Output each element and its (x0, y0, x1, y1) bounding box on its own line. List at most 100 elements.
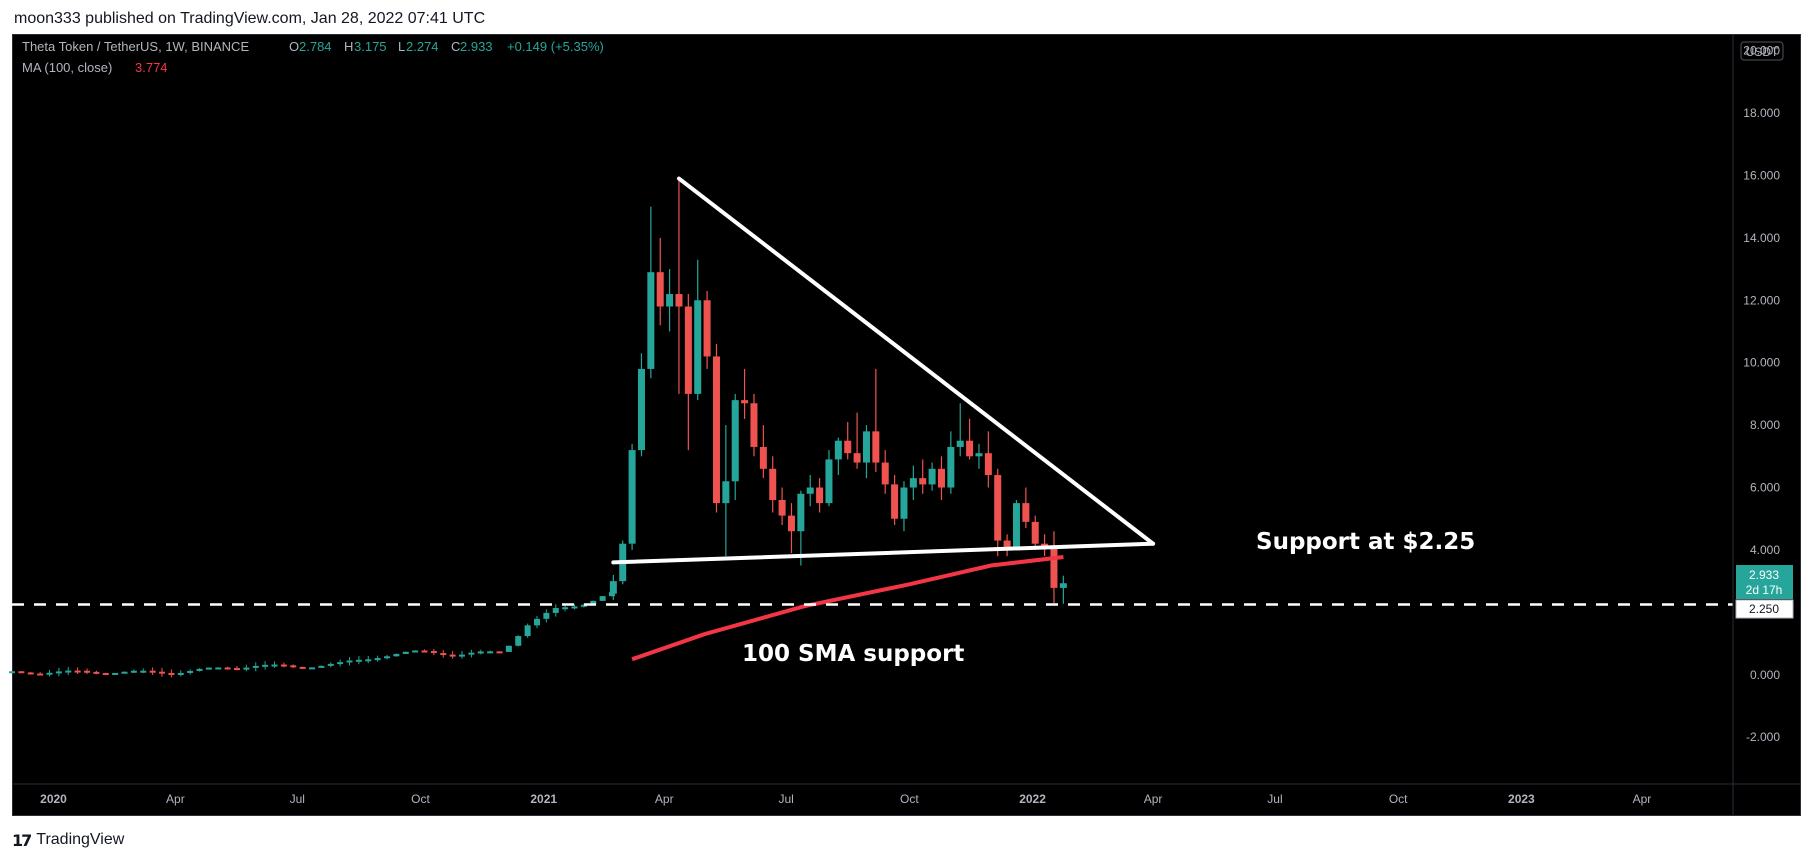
history-candle (205, 667, 212, 670)
history-candle (402, 651, 409, 654)
history-candle (515, 636, 522, 646)
candle-body (909, 478, 917, 488)
history-candle (130, 670, 137, 673)
time-tick-label: Oct (1389, 792, 1408, 806)
history-candle (93, 671, 100, 674)
candle-body (647, 272, 655, 369)
history-candle (224, 667, 231, 670)
candle-body (722, 481, 730, 504)
history-candle (262, 664, 269, 667)
support-annotation: Support at $2.25 (1256, 529, 1475, 555)
price-tick-label: 12.000 (1743, 293, 1780, 307)
candle-body (1022, 503, 1030, 522)
history-candle (590, 600, 597, 605)
tradingview-logo-icon: 17 (12, 830, 32, 850)
candle-body (1050, 546, 1058, 588)
history-candle (140, 670, 147, 673)
candle-body (712, 356, 720, 504)
candle-body (609, 581, 617, 594)
price-tick-label: 18.000 (1743, 106, 1780, 120)
history-candle (187, 670, 194, 673)
history-candle (299, 666, 306, 669)
history-candle (599, 596, 606, 601)
chart-frame[interactable] (12, 34, 1801, 816)
history-candle (571, 606, 578, 609)
candle-body (956, 440, 964, 447)
history-candle (421, 650, 428, 653)
time-tick-label: Jul (1267, 792, 1282, 806)
history-candle (365, 659, 372, 662)
history-candle (412, 650, 419, 653)
history-candle (37, 673, 44, 676)
candle-body (778, 500, 786, 516)
history-candle (459, 654, 466, 657)
price-axis[interactable]: USDT 20.000 18.000 16.000 14.000 12.000 10.00… (1732, 35, 1794, 815)
time-tick-label: Apr (655, 792, 674, 806)
history-candle (74, 670, 81, 673)
history-candle (496, 651, 503, 654)
history-candle (337, 662, 344, 665)
price-tick-label: -2.000 (1746, 730, 1780, 744)
history-candle (149, 670, 156, 673)
price-tick-label: 0.000 (1750, 668, 1780, 682)
candle-body (825, 459, 833, 504)
history-candle (280, 664, 287, 667)
history-candle (468, 652, 475, 655)
currency-box (1740, 41, 1784, 61)
history-candle (290, 665, 297, 668)
time-tick-label: Oct (411, 792, 430, 806)
chart-legend: Theta Token / TetherUS, 1W, BINANCE O 2.… (22, 39, 604, 75)
candle-body (666, 294, 674, 307)
candle-body (637, 368, 645, 451)
time-tick-label: 2023 (1508, 792, 1535, 806)
legend-ma-label: MA (100, close) (22, 60, 112, 75)
time-tick-label: 2020 (40, 792, 67, 806)
time-tick-label: Apr (166, 792, 185, 806)
support-trendline (611, 541, 1156, 565)
history-candle (477, 651, 484, 654)
candle-body (1012, 503, 1020, 547)
time-axis[interactable]: 2020 Apr Jul Oct 2021 Apr Jul Oct 2022 Apr Jul Oct 2… (12, 783, 1801, 806)
candle-body (891, 484, 899, 519)
history-candle (243, 667, 250, 670)
time-tick-label: Oct (900, 792, 919, 806)
history-candle (524, 625, 531, 637)
candle-body (853, 453, 861, 463)
history-candle (534, 618, 541, 626)
candle-body (881, 462, 889, 485)
history-candle (562, 607, 569, 610)
history-candle (271, 664, 278, 667)
history-candle (215, 667, 222, 670)
candle-body (834, 440, 842, 460)
history-candle (327, 663, 334, 666)
history-candle (177, 672, 184, 675)
candle-body (694, 300, 702, 394)
legend-o-value: 2.784 (299, 39, 332, 54)
legend-ma-value: 3.774 (135, 60, 168, 75)
candle-body (900, 487, 908, 519)
time-tick-label: Apr (1144, 792, 1163, 806)
history-candle (374, 658, 381, 661)
sma-annotation: 100 SMA support (742, 641, 964, 667)
candle-body (919, 478, 927, 485)
legend-c-value: 2.933 (460, 39, 493, 54)
price-tick-label: 14.000 (1743, 231, 1780, 245)
history-candle (505, 645, 512, 652)
time-tick-label: Jul (778, 792, 793, 806)
time-tick-label: 2022 (1019, 792, 1046, 806)
history-candle (112, 672, 119, 675)
history-candle (168, 673, 175, 676)
publisher-line: moon333 published on TradingView.com, Ja… (14, 10, 486, 27)
candle-body (684, 306, 692, 394)
publisher-bar: moon333 published on TradingView.com, Ja… (0, 0, 1813, 40)
tradingview-brand[interactable]: TradingView (36, 831, 125, 848)
support-price-value: 2.250 (1749, 602, 1779, 616)
candle-body (750, 403, 758, 447)
legend-h-value: 3.175 (354, 39, 387, 54)
history-candle (121, 671, 128, 674)
time-tick-label: Jul (290, 792, 305, 806)
last-price-value: 2.933 (1749, 568, 1779, 582)
candle-body (844, 440, 852, 454)
history-candle (552, 608, 559, 613)
